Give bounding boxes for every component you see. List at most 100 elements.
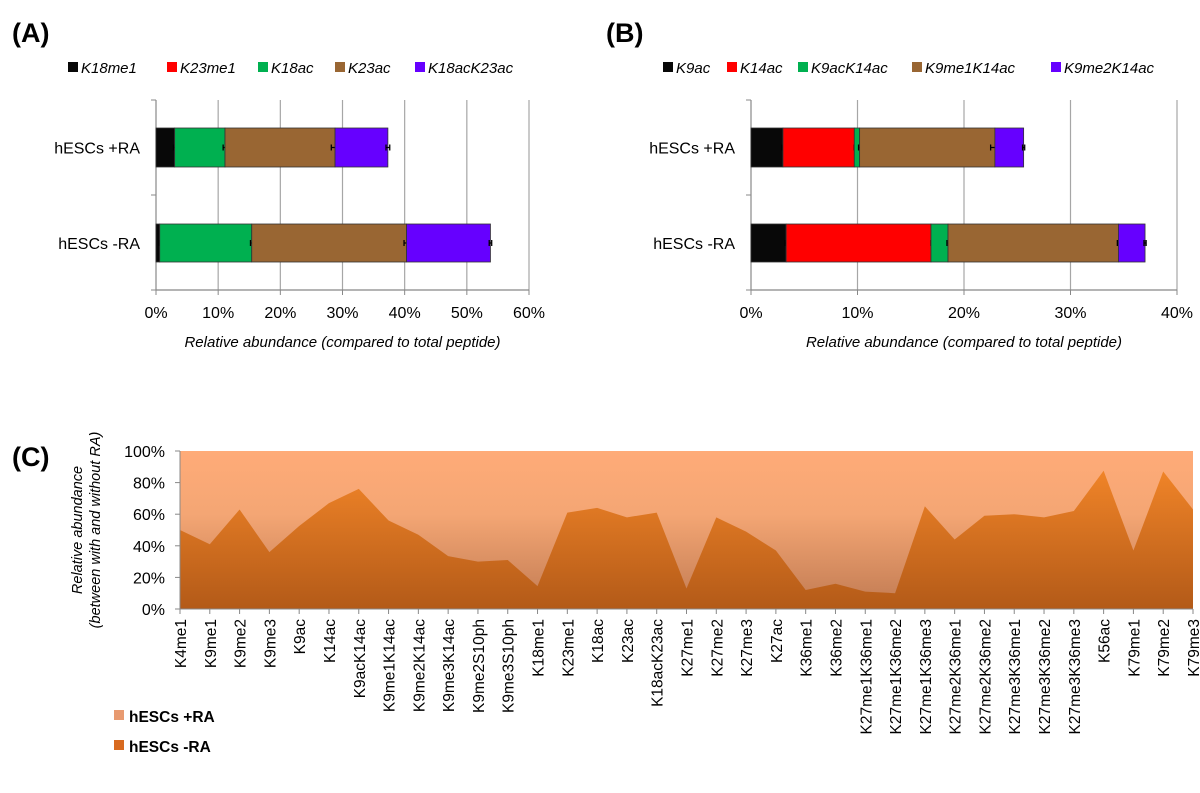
category-label: hESCs +RA bbox=[649, 141, 735, 158]
legend-swatch bbox=[258, 62, 268, 72]
legend-label: K9me1K14ac bbox=[925, 60, 1016, 77]
bar-segment bbox=[334, 127, 389, 168]
x-axis-label: Relative abundance (compared to total pe… bbox=[806, 334, 1122, 351]
legend-label: K9acK14ac bbox=[811, 60, 888, 77]
y-tick-label: 0% bbox=[142, 602, 165, 619]
legend-label: K9ac bbox=[676, 60, 711, 77]
x-tick-label: K14ac bbox=[322, 619, 339, 663]
x-axis-label: Relative abundance (compared to total pe… bbox=[184, 334, 500, 351]
bar-segment bbox=[785, 223, 932, 263]
legend-swatch bbox=[1051, 62, 1061, 72]
x-tick-label: K27me1K36me2 bbox=[888, 619, 905, 734]
panel-label: (C) bbox=[12, 442, 49, 472]
error-bar bbox=[385, 144, 391, 151]
bar-segment bbox=[947, 223, 1119, 263]
legend-swatch bbox=[798, 62, 808, 72]
x-tick-label: K9me3S10ph bbox=[501, 619, 518, 713]
x-tick-label: 30% bbox=[1054, 305, 1086, 322]
y-axis-label: Relative abundance bbox=[70, 466, 86, 594]
x-tick-label: 30% bbox=[326, 305, 358, 322]
x-tick-label: 50% bbox=[451, 305, 483, 322]
x-tick-label: K27me3 bbox=[739, 619, 756, 677]
x-tick-label: 60% bbox=[513, 305, 545, 322]
bar-segment bbox=[251, 223, 407, 263]
panel-label: (A) bbox=[12, 18, 49, 48]
category-label: hESCs -RA bbox=[58, 236, 140, 253]
x-tick-label: K79me2 bbox=[1156, 619, 1173, 677]
x-tick-label: K27me2K36me1 bbox=[948, 619, 965, 734]
x-tick-label: K27me1K36me1 bbox=[858, 619, 875, 734]
legend-label: K18acK23ac bbox=[428, 60, 514, 77]
category-label: hESCs -RA bbox=[653, 236, 735, 253]
x-tick-label: K79me3 bbox=[1186, 619, 1200, 677]
area-hescs-minus-ra bbox=[180, 470, 1193, 609]
panel-c: (C) 0% 20% 40% 60% 80% 100% K4me1 K9me1 K9me2 K9me… bbox=[12, 432, 1200, 756]
x-tick-label: K9me1 bbox=[203, 619, 220, 668]
x-tick-label: 40% bbox=[1161, 305, 1193, 322]
y-axis-label-2: (between with and without RA) bbox=[88, 432, 104, 629]
legend-swatch bbox=[727, 62, 737, 72]
x-tick-label: 20% bbox=[264, 305, 296, 322]
bar-segment bbox=[1118, 223, 1146, 263]
x-tick-label: 10% bbox=[841, 305, 873, 322]
y-tick-label: 60% bbox=[133, 507, 165, 524]
x-tick-label: K27me3K36me1 bbox=[1007, 619, 1024, 734]
x-tick-label: 0% bbox=[144, 305, 167, 322]
legend-label: hESCs +RA bbox=[129, 709, 215, 726]
x-tick-label: K9me2K14ac bbox=[411, 619, 428, 712]
legend-swatch bbox=[114, 710, 124, 720]
x-tick-label: K4me1 bbox=[173, 619, 190, 668]
x-tick-label: K27me2K36me2 bbox=[977, 619, 994, 734]
error-bar bbox=[488, 240, 493, 246]
bar-segment bbox=[750, 127, 784, 168]
legend-swatch bbox=[415, 62, 425, 72]
x-tick-label: 10% bbox=[202, 305, 234, 322]
x-tick-label: K9me3 bbox=[262, 619, 279, 668]
bar-segment bbox=[750, 223, 787, 263]
category-label: hESCs +RA bbox=[54, 141, 140, 158]
x-tick-label: K23me1 bbox=[560, 619, 577, 677]
x-tick-label: 0% bbox=[739, 305, 762, 322]
x-tick-label: K18ac bbox=[590, 619, 607, 663]
x-tick-label: K23ac bbox=[620, 619, 637, 663]
bar-segment bbox=[406, 223, 491, 263]
panel-label: (B) bbox=[606, 18, 643, 48]
x-tick-label: K27me1K36me3 bbox=[918, 619, 935, 734]
panel-b: (B)K9ac K14ac K9acK14ac K9me1K14ac K9me2K14a… bbox=[606, 18, 1193, 351]
legend-swatch bbox=[663, 62, 673, 72]
y-tick-label: 100% bbox=[124, 444, 165, 461]
bar-segment bbox=[782, 127, 855, 168]
x-tick-label: 20% bbox=[948, 305, 980, 322]
legend-swatch bbox=[912, 62, 922, 72]
x-tick-label: K56ac bbox=[1097, 619, 1114, 663]
legend-label: K14ac bbox=[740, 60, 783, 77]
x-tick-label: K27ac bbox=[769, 619, 786, 663]
bar-segment bbox=[994, 127, 1025, 168]
x-tick-label: K27me3K36me2 bbox=[1037, 619, 1054, 734]
x-tick-label: K36me2 bbox=[828, 619, 845, 677]
legend-label: K23ac bbox=[348, 60, 391, 77]
bar-segment bbox=[224, 127, 336, 168]
x-tick-label: K36me1 bbox=[799, 619, 816, 677]
legend-label: K23me1 bbox=[180, 60, 236, 77]
bar-segment bbox=[159, 223, 253, 263]
legend-swatch bbox=[167, 62, 177, 72]
legend-label: K9me2K14ac bbox=[1064, 60, 1155, 77]
bar-segment bbox=[859, 127, 996, 168]
bar-segment bbox=[174, 127, 226, 168]
legend-label: K18ac bbox=[271, 60, 314, 77]
x-tick-label: K9me2 bbox=[233, 619, 250, 668]
x-tick-label: K9me3K14ac bbox=[441, 619, 458, 712]
legend-label: hESCs -RA bbox=[129, 739, 211, 756]
legend-label: K18me1 bbox=[81, 60, 137, 77]
x-tick-label: K9ac bbox=[292, 619, 309, 655]
y-tick-label: 40% bbox=[133, 539, 165, 556]
legend-swatch bbox=[335, 62, 345, 72]
x-tick-label: K9me2S10ph bbox=[471, 619, 488, 713]
x-tick-label: 40% bbox=[389, 305, 421, 322]
x-tick-label: K27me3K36me3 bbox=[1067, 619, 1084, 734]
bar-segment bbox=[930, 223, 949, 263]
x-tick-label: K18me1 bbox=[531, 619, 548, 677]
x-tick-label: K9me1K14ac bbox=[382, 619, 399, 712]
